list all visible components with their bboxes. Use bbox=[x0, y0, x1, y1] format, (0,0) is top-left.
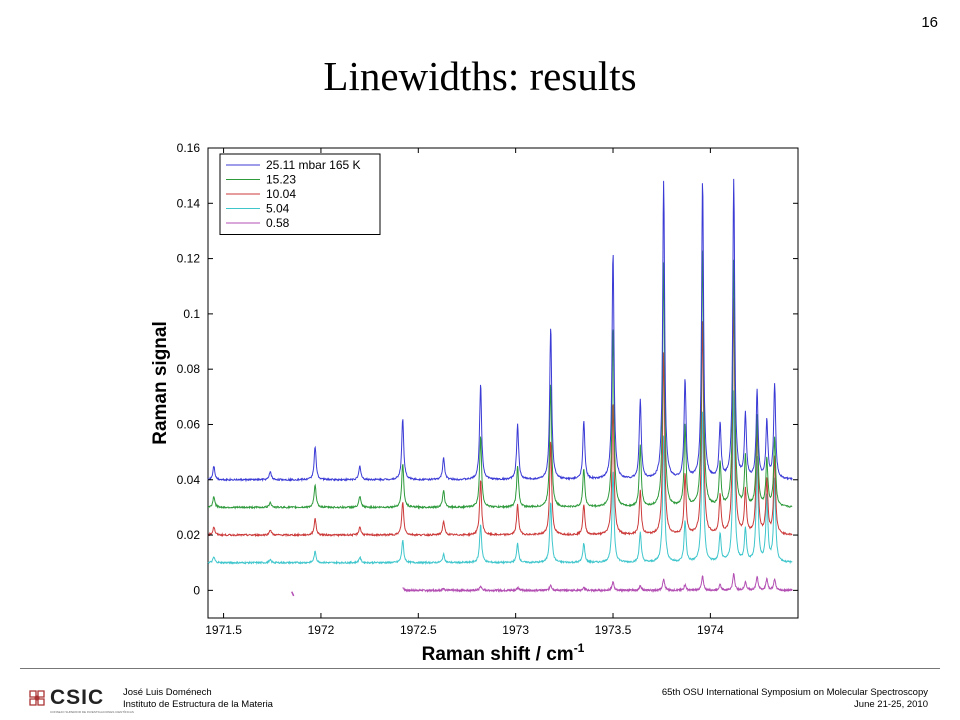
y-tick-label: 0 bbox=[193, 583, 200, 597]
author-name: José Luis Doménech bbox=[123, 687, 212, 698]
y-tick-label: 0.1 bbox=[183, 307, 200, 321]
legend-label: 5.04 bbox=[266, 202, 290, 216]
legend-label: 0.58 bbox=[266, 216, 290, 230]
raman-spectrum-chart: 1971.5 1972 1972.5 1973 1973.5 1974 0 0.02 0.04 0… bbox=[150, 141, 799, 665]
legend-label: 25.11 mbar 165 K bbox=[266, 158, 361, 172]
series-line bbox=[402, 572, 793, 593]
slide-number: 16 bbox=[921, 14, 938, 31]
y-tick-label: 0.06 bbox=[177, 417, 201, 431]
footer-divider bbox=[20, 668, 940, 669]
y-tick-label: 0.12 bbox=[177, 252, 201, 266]
y-tick-label: 0.16 bbox=[177, 141, 201, 155]
y-tick-label: 0.14 bbox=[177, 196, 201, 210]
csic-logo: CSIC CONSEJO SUPERIOR DE INVESTIGACIONES… bbox=[28, 686, 134, 714]
series-line bbox=[208, 250, 793, 510]
axis-layer: 1971.5 1972 1972.5 1973 1973.5 1974 0 0.02 0.04 0… bbox=[177, 141, 798, 637]
y-tick-label: 0.02 bbox=[177, 528, 201, 542]
y-axis-label: Raman signal bbox=[150, 321, 171, 445]
event-name: 65th OSU International Symposium on Mole… bbox=[661, 687, 928, 698]
legend-label: 15.23 bbox=[266, 173, 296, 187]
series-line bbox=[207, 297, 793, 538]
csic-emblem-icon bbox=[28, 689, 46, 707]
series-line bbox=[207, 390, 793, 566]
x-tick-label: 1971.5 bbox=[205, 623, 242, 637]
y-tick-label: 0.08 bbox=[177, 362, 201, 376]
event-block: 65th OSU International Symposium on Mole… bbox=[662, 687, 928, 711]
x-tick-label: 1974 bbox=[697, 623, 724, 637]
author-block: José Luis Doménech Instituto de Estructu… bbox=[123, 687, 273, 711]
author-institution: Instituto de Estructura de la Materia bbox=[123, 699, 273, 710]
x-tick-label: 1972.5 bbox=[400, 623, 437, 637]
x-axis-label: Raman shift / cm-1 bbox=[422, 641, 585, 665]
series-layer bbox=[207, 178, 793, 597]
slide-title: Linewidths: results bbox=[323, 53, 637, 99]
stray-segment bbox=[291, 591, 295, 597]
logo-tagline: CONSEJO SUPERIOR DE INVESTIGACIONES CIEN… bbox=[50, 710, 134, 714]
x-tick-label: 1973.5 bbox=[595, 623, 632, 637]
y-tick-label: 0.04 bbox=[177, 473, 201, 487]
x-axis-label-sup: -1 bbox=[574, 641, 585, 655]
x-tick-label: 1973 bbox=[502, 623, 529, 637]
legend-label: 10.04 bbox=[266, 187, 296, 201]
series-line bbox=[207, 178, 793, 483]
x-axis-label-main: Raman shift / cm bbox=[422, 644, 574, 665]
logo-text: CSIC bbox=[50, 686, 105, 709]
x-tick-label: 1972 bbox=[308, 623, 335, 637]
event-dates: June 21-25, 2010 bbox=[854, 699, 928, 710]
